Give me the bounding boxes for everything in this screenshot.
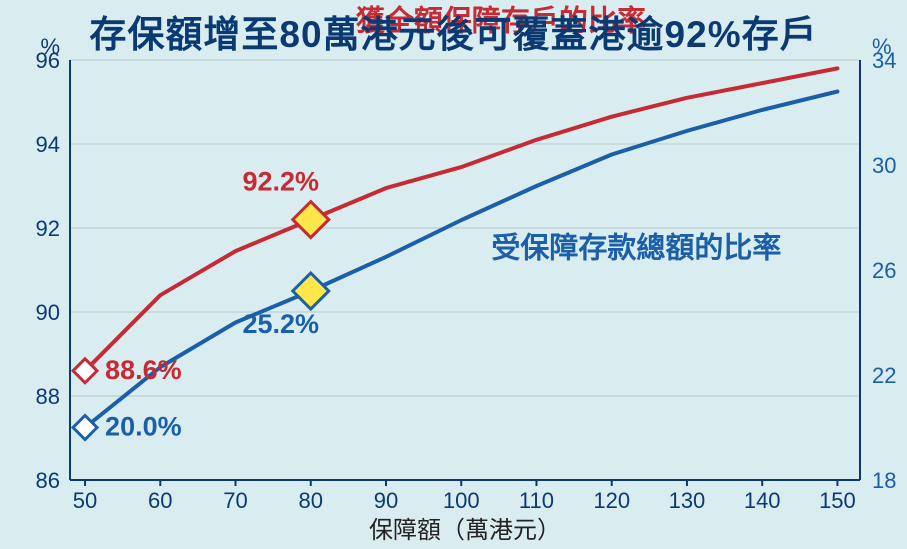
svg-text:110: 110 [519,488,554,513]
svg-text:86: 86 [36,468,60,493]
svg-text:120: 120 [593,488,630,513]
svg-text:保障額（萬港元）: 保障額（萬港元） [369,517,561,544]
svg-text:18: 18 [872,468,896,493]
marker-label: 25.2% [242,309,319,339]
svg-text:22: 22 [872,363,896,388]
marker-diamond [293,273,329,309]
svg-text:100: 100 [443,488,480,513]
marker-label: 20.0% [105,412,182,442]
chart-svg: 868890929496%1822263034%5060708090100110… [0,0,907,549]
marker-label: 88.6% [105,355,182,385]
svg-text:26: 26 [872,258,896,283]
svg-text:60: 60 [148,488,172,513]
svg-text:140: 140 [744,488,781,513]
series-label-blue: 受保障存款總額的比率 [491,230,781,264]
svg-text:92: 92 [36,216,60,241]
marker-label: 92.2% [242,167,319,197]
svg-text:50: 50 [73,488,97,513]
chart-title: 存保額增至80萬港元後可覆蓋港逾92%存戶 [0,4,907,58]
svg-text:88: 88 [36,384,60,409]
svg-text:150: 150 [819,488,856,513]
chart-container: 存保額增至80萬港元後可覆蓋港逾92%存戶 868890929496%18222… [0,0,907,549]
marker-diamond [293,202,329,238]
svg-text:90: 90 [36,300,60,325]
svg-text:80: 80 [299,488,323,513]
svg-text:30: 30 [872,153,896,178]
svg-text:90: 90 [374,488,398,513]
svg-text:94: 94 [36,132,60,157]
svg-text:70: 70 [223,488,247,513]
svg-text:130: 130 [669,488,706,513]
